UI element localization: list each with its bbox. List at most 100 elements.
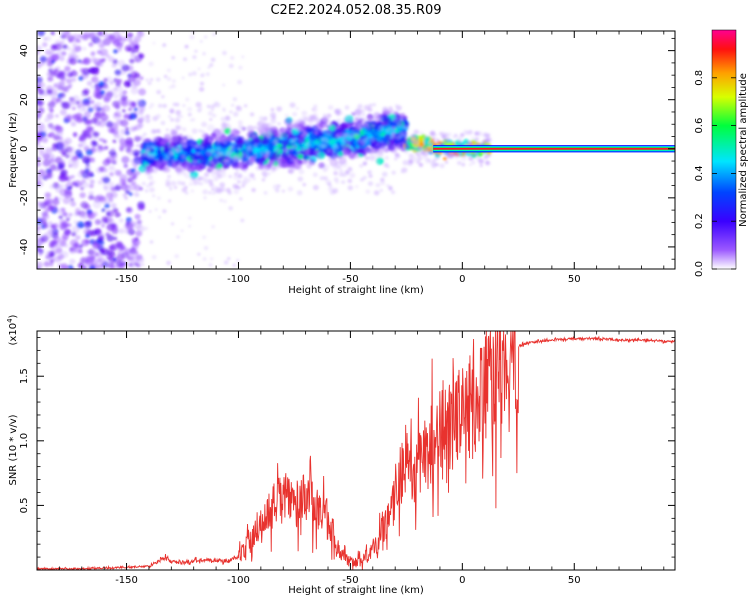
spectrogram-cell <box>60 94 66 100</box>
spectrogram-cell <box>428 138 433 142</box>
spectrogram-cell <box>190 166 196 171</box>
spectrogram-cell <box>474 155 480 161</box>
spectrogram-cell <box>305 143 311 148</box>
spectrogram-cell <box>209 118 213 121</box>
spectrogram-cell <box>359 121 364 126</box>
spectrogram-cell <box>88 42 94 47</box>
spectrogram-cell <box>62 44 68 50</box>
spectrogram-cell <box>306 163 312 169</box>
spectrogram-cell <box>56 243 62 249</box>
spectrogram-cell <box>45 147 53 155</box>
spectrogram-cell <box>63 193 69 198</box>
spectrogram-cell <box>171 79 176 83</box>
spectrogram-cell <box>170 222 175 226</box>
spectrogram-cell <box>279 135 283 140</box>
spectrogram-cell <box>115 34 123 42</box>
spectrogram-cell <box>400 118 405 122</box>
spectrogram-cell <box>380 145 386 151</box>
snr-x-tick-label: -100 <box>227 575 250 586</box>
spectrogram-cell <box>378 151 384 155</box>
spectrogram-cell <box>41 137 49 143</box>
snr-y-tick-label: 1.0 <box>19 433 30 449</box>
spectrogram-cell <box>163 134 171 141</box>
spectrogram-cell <box>367 181 374 187</box>
spectrogram-cell <box>337 137 343 142</box>
spectrogram-cell <box>148 182 153 187</box>
spectrogram-cell <box>37 201 42 206</box>
spectrogram-cell <box>298 159 304 165</box>
spectrogram-cell <box>420 151 425 156</box>
spectrogram-cell <box>295 146 302 152</box>
spectrogram-cell <box>99 51 105 57</box>
spectrogram-cell <box>209 63 214 67</box>
spectrogram-cell <box>49 51 55 56</box>
spectrogram-cell <box>267 145 275 151</box>
spectrogram-cell <box>355 132 360 136</box>
spectrogram-cell <box>405 138 409 142</box>
spectrogram-cell <box>360 109 366 114</box>
spectrogram-cell <box>207 144 212 150</box>
spectrogram-cell <box>235 130 241 135</box>
spectrogram-cell <box>232 263 236 267</box>
spectrogram-cell <box>414 139 420 144</box>
spectrogram-cell <box>135 193 140 197</box>
spectrogram-cell <box>105 192 114 199</box>
spectrogram-cell <box>266 172 271 176</box>
spectrogram-cell <box>128 192 133 196</box>
spectrogram-cell <box>278 132 283 136</box>
snr-series-line <box>37 331 675 570</box>
spectrogram-cell <box>43 92 48 97</box>
spectrogram-cell <box>412 156 417 160</box>
spectrogram-cell <box>132 238 141 247</box>
spectrogram-cell <box>86 119 93 126</box>
spectrogram-cell <box>228 146 234 151</box>
spectrogram-cell <box>126 82 132 88</box>
spectrogram-cell <box>421 155 426 159</box>
spectrogram-cell <box>141 181 146 186</box>
spectrogram-cell <box>458 140 462 143</box>
colorbar-tick-label: 0.6 <box>694 118 705 134</box>
spectrogram-cell <box>221 107 226 111</box>
spectrogram-cell <box>283 162 287 166</box>
spectrogram-cell <box>37 76 43 84</box>
spectrogram-cell <box>237 163 243 169</box>
spectrogram-cell <box>446 132 452 137</box>
spectrogram-cell <box>302 183 307 187</box>
spectrogram-cell <box>170 117 175 122</box>
spectrogram-cell <box>322 137 328 143</box>
spectrogram-cell <box>176 145 183 152</box>
spectrogram-cell <box>149 78 154 82</box>
spectrogram-cell <box>327 104 334 111</box>
spectrogram-cell <box>111 224 119 231</box>
spectrogram-cell <box>89 179 95 185</box>
spectrogram-cell <box>37 225 41 231</box>
spectrogram-cell <box>134 250 139 255</box>
spectrogram-cell <box>231 103 235 107</box>
spectrogram-cell <box>224 260 229 265</box>
spectrogram-cell <box>369 137 375 143</box>
spectrogram-cell <box>69 258 76 265</box>
spectrogram-cell <box>120 119 129 127</box>
spectrogram-cell <box>241 55 245 59</box>
spectrogram-cell <box>454 134 458 138</box>
spectrogram-cell <box>58 183 65 189</box>
spectrogram-cell <box>169 148 175 154</box>
spectrogram-cell <box>55 114 59 118</box>
spectrogram-cell <box>68 212 73 217</box>
spectrogram-cell <box>312 113 318 118</box>
spectrogram-cell <box>168 199 172 203</box>
spectrogram-cell <box>301 147 306 152</box>
spectrogram-cell <box>357 114 362 119</box>
spectrogram-cell <box>405 144 409 149</box>
spectrogram-cell <box>85 103 92 109</box>
spectrogram-cell <box>315 117 319 121</box>
spectrogram-cell <box>122 193 127 198</box>
spectrogram-cell <box>172 146 177 151</box>
spectrogram-cell <box>232 183 238 189</box>
spectrogram-cell <box>249 130 254 135</box>
spectrogram-cell <box>170 152 174 156</box>
spectrogram-cell <box>37 107 45 114</box>
spectrogram-cell <box>128 262 134 268</box>
spectrogram-cell <box>431 137 436 141</box>
